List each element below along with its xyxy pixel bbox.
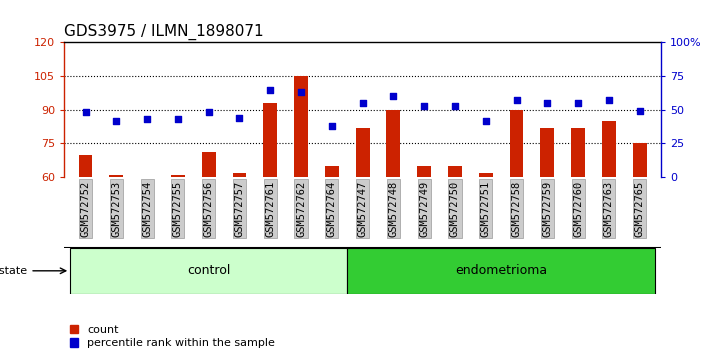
Text: GDS3975 / ILMN_1898071: GDS3975 / ILMN_1898071 [64,23,264,40]
Text: control: control [187,264,230,277]
Text: GSM572760: GSM572760 [573,181,583,237]
Point [542,100,553,106]
Bar [202,152,215,177]
Point [449,103,461,109]
Text: GSM572747: GSM572747 [358,181,368,237]
Text: GSM572759: GSM572759 [542,181,552,237]
Bar [602,121,616,177]
Bar [356,128,370,177]
Point [603,97,614,103]
Point [234,115,245,121]
Text: GSM572754: GSM572754 [142,181,152,237]
Point [480,118,491,123]
Text: GSM572761: GSM572761 [265,181,275,237]
Bar [325,166,338,177]
Point [141,116,153,122]
Bar [70,248,347,294]
Bar [294,76,308,177]
Point [419,103,430,109]
Bar [540,128,555,177]
Point [172,116,183,122]
Bar [171,175,185,177]
Text: GSM572752: GSM572752 [80,181,90,237]
Text: GSM572748: GSM572748 [388,181,398,237]
Bar [263,103,277,177]
Text: GSM572749: GSM572749 [419,181,429,237]
Point [80,110,91,115]
Text: GSM572750: GSM572750 [450,181,460,237]
Text: GSM572756: GSM572756 [203,181,214,237]
Text: GSM572755: GSM572755 [173,181,183,237]
Text: endometrioma: endometrioma [455,264,547,277]
Text: GSM572763: GSM572763 [604,181,614,237]
Bar [232,172,247,177]
Bar [387,110,400,177]
Text: disease state: disease state [0,266,27,276]
Point [111,118,122,123]
Point [295,90,306,95]
Text: GSM572757: GSM572757 [235,181,245,237]
Point [634,108,646,114]
Legend: count, percentile rank within the sample: count, percentile rank within the sample [70,325,275,348]
Bar [79,155,92,177]
Point [357,100,368,106]
Bar [417,166,431,177]
Bar [633,143,646,177]
Bar [109,175,123,177]
Point [203,110,215,115]
Bar [479,172,493,177]
Bar [510,110,523,177]
Bar [347,248,655,294]
Point [572,100,584,106]
Bar [571,128,585,177]
Point [387,93,399,99]
Text: GSM572758: GSM572758 [511,181,522,237]
Text: GSM572753: GSM572753 [112,181,122,237]
Point [510,97,522,103]
Point [326,123,338,129]
Text: GSM572764: GSM572764 [327,181,337,237]
Text: GSM572751: GSM572751 [481,181,491,237]
Point [264,87,276,92]
Bar [448,166,462,177]
Text: GSM572765: GSM572765 [635,181,645,237]
Text: GSM572762: GSM572762 [296,181,306,237]
